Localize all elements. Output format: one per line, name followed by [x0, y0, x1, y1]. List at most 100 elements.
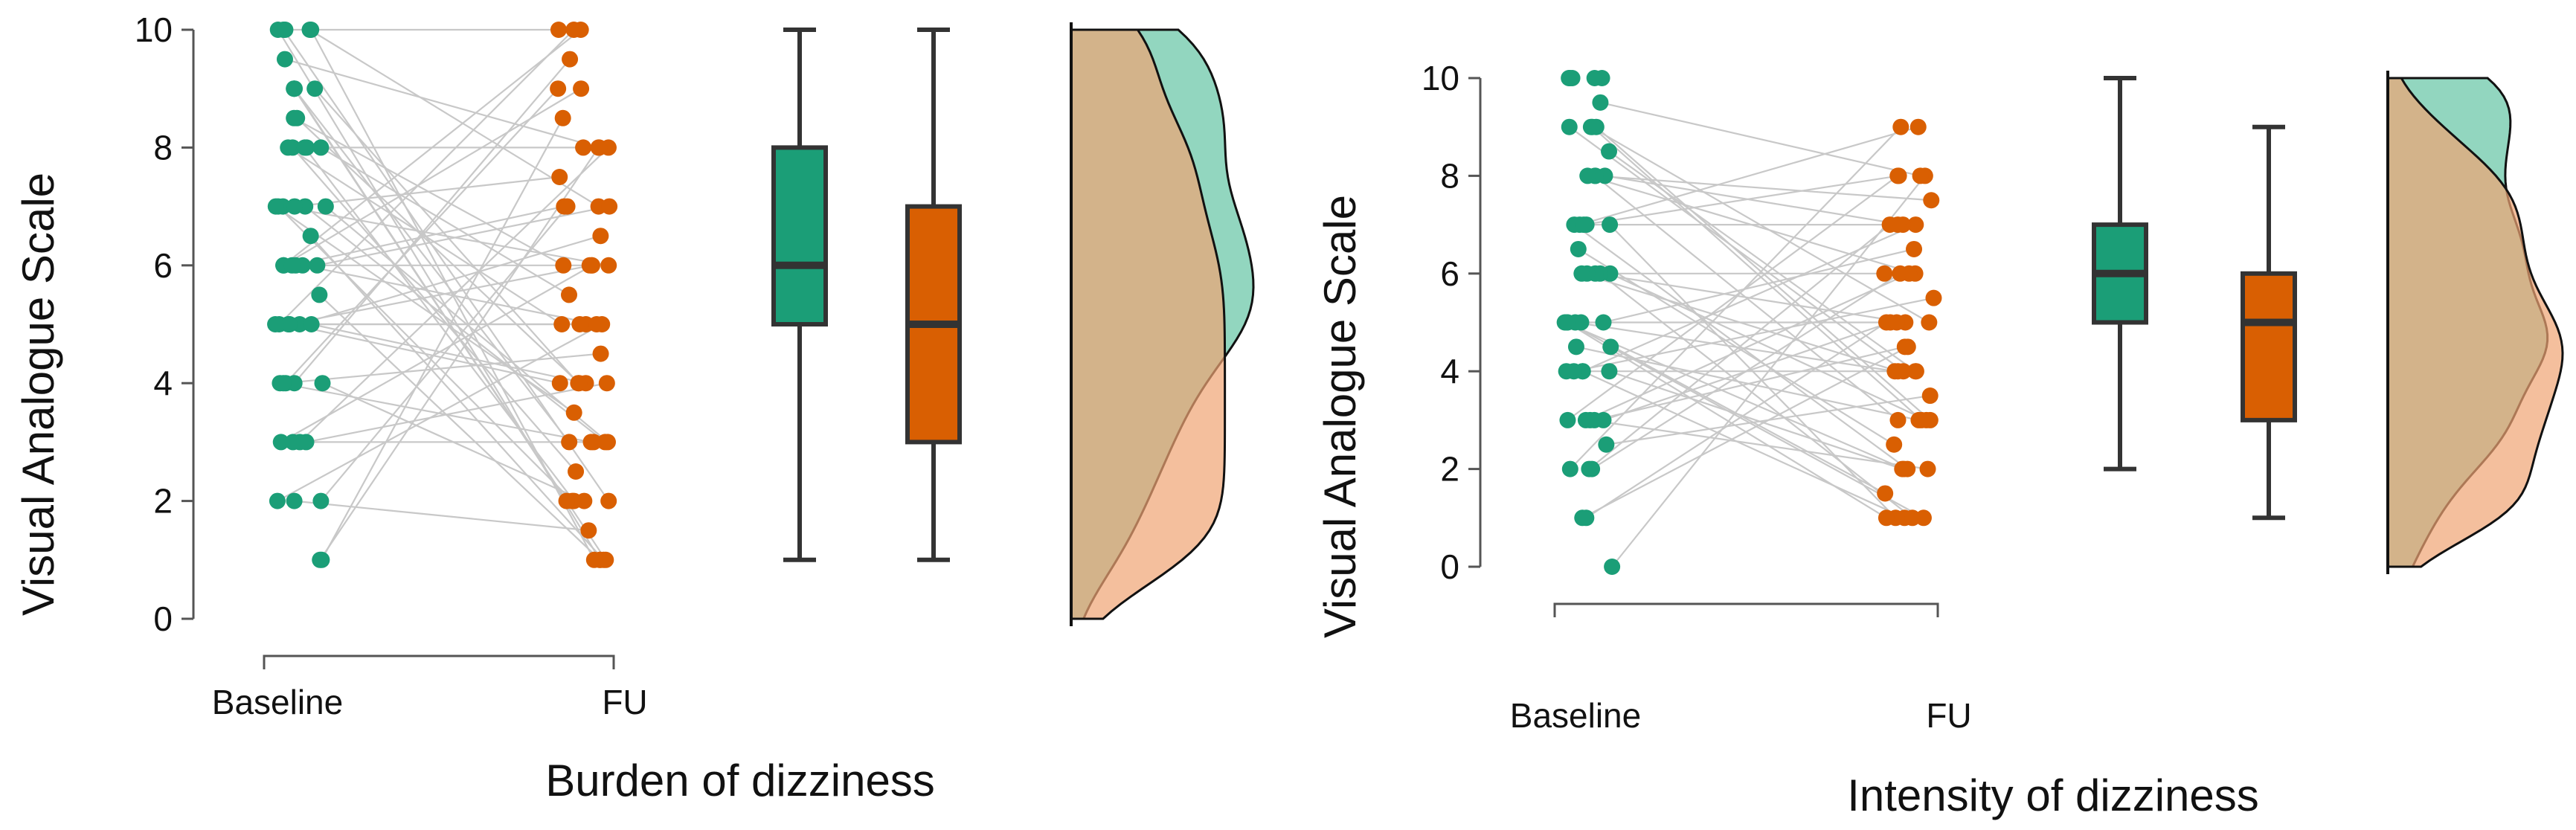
x-label-baseline: Baseline: [1510, 696, 1641, 735]
fu-point: [1877, 485, 1894, 502]
pair-line: [325, 205, 608, 443]
chart-title: Burden of dizziness: [545, 756, 935, 805]
pair-line: [318, 294, 601, 561]
baseline-point: [298, 434, 315, 451]
y-tick-label: 2: [153, 482, 173, 521]
y-tick-label: 4: [1440, 352, 1459, 390]
baseline-point: [267, 316, 284, 332]
fu-point: [565, 22, 582, 38]
pair-line: [1564, 321, 1905, 470]
pair-line: [1606, 394, 1930, 445]
pair-line: [1582, 370, 1905, 519]
baseline-point: [1576, 216, 1593, 234]
fu-point: [553, 316, 571, 332]
fu-point: [580, 522, 597, 539]
baseline-point: [1564, 70, 1581, 86]
fu-point: [1907, 363, 1924, 380]
baseline-point: [1601, 363, 1618, 380]
pair-line: [288, 264, 592, 326]
baseline-point: [286, 492, 303, 509]
pair-line: [1583, 175, 1899, 226]
baseline-point: [1584, 460, 1601, 477]
pair-line: [280, 264, 593, 443]
baseline-point: [272, 434, 289, 451]
pair-line: [304, 205, 606, 443]
pair-line: [292, 147, 576, 472]
fu-point: [1892, 118, 1909, 135]
fu-point: [601, 198, 618, 215]
y-tick-label: 8: [153, 128, 173, 167]
baseline-point: [311, 286, 328, 303]
baseline-point: [1558, 363, 1575, 380]
pair-line: [311, 323, 586, 385]
fu-box: [2241, 271, 2297, 422]
baseline-point: [1595, 411, 1612, 428]
panel-burden: Visual Analogue Scale Burden of dizzines…: [13, 10, 1255, 805]
pair-line: [322, 382, 585, 502]
pair-line: [1578, 248, 1895, 445]
fu-point: [1918, 411, 1935, 428]
pair-line: [293, 117, 564, 266]
pair-line: [1609, 370, 1903, 470]
baseline-point: [289, 109, 306, 126]
baseline-point: [269, 492, 286, 509]
baseline-point: [306, 80, 324, 97]
pair-line: [1608, 150, 1916, 373]
pair-line: [1591, 126, 1922, 421]
baseline-point: [1602, 216, 1619, 234]
baseline-point: [312, 139, 330, 156]
pair-line: [293, 58, 571, 384]
generated-marks: 0 2 4 6 8 10: [1422, 59, 2564, 617]
baseline-point: [1567, 338, 1584, 356]
generated-marks: 0 2 4 6 8 10: [135, 10, 1255, 669]
baseline-point: [277, 22, 294, 38]
x-axis-bracket: [263, 654, 615, 669]
fu-point: [1919, 460, 1936, 477]
y-tick-label: 6: [153, 246, 173, 285]
baseline-point: [1559, 411, 1576, 428]
fu-point: [1912, 167, 1929, 184]
fu-point: [1889, 216, 1907, 234]
pair-line: [1585, 321, 1887, 519]
fu-point: [561, 286, 578, 303]
fu-point: [551, 375, 568, 392]
baseline-point: [312, 492, 330, 509]
y-axis-label: Visual Analogue Scale: [1315, 195, 1365, 638]
baseline-point: [1595, 314, 1612, 331]
baseline-point: [1573, 265, 1590, 282]
pair-line: [294, 500, 589, 532]
fu-density: [2386, 77, 2564, 568]
pair-line: [1566, 321, 1887, 519]
fu-point: [598, 375, 615, 392]
pair-line: [320, 147, 570, 296]
fu-point: [594, 316, 611, 332]
fu-point: [1888, 314, 1905, 331]
baseline-point: [276, 51, 293, 68]
baseline-point: [1598, 436, 1615, 453]
baseline-point: [1601, 143, 1618, 160]
baseline-point: [1602, 338, 1619, 356]
pair-line: [283, 353, 601, 385]
pair-line: [1596, 126, 1931, 421]
baseline-point: [314, 375, 331, 392]
fu-point: [1886, 436, 1903, 453]
fu-point: [565, 404, 582, 421]
x-label-fu: FU: [602, 683, 647, 721]
pair-line: [1569, 126, 1904, 373]
pair-line: [1590, 419, 1928, 470]
fu-point: [555, 257, 572, 274]
pair-line: [1609, 224, 1897, 519]
fu-point: [1909, 118, 1927, 135]
fu-point: [599, 434, 616, 451]
baseline-point: [1561, 118, 1578, 135]
fu-point: [1915, 509, 1932, 527]
fu-point: [1878, 509, 1895, 527]
pair-line: [299, 235, 601, 326]
pair-line: [1603, 248, 1915, 324]
baseline-point: [1570, 240, 1587, 257]
y-tick-label: 10: [135, 10, 173, 49]
x-axis-bracket: [1553, 602, 1939, 617]
pair-line: [1581, 272, 1898, 373]
fu-density: [1070, 28, 1227, 620]
fu-point: [1876, 265, 1893, 282]
